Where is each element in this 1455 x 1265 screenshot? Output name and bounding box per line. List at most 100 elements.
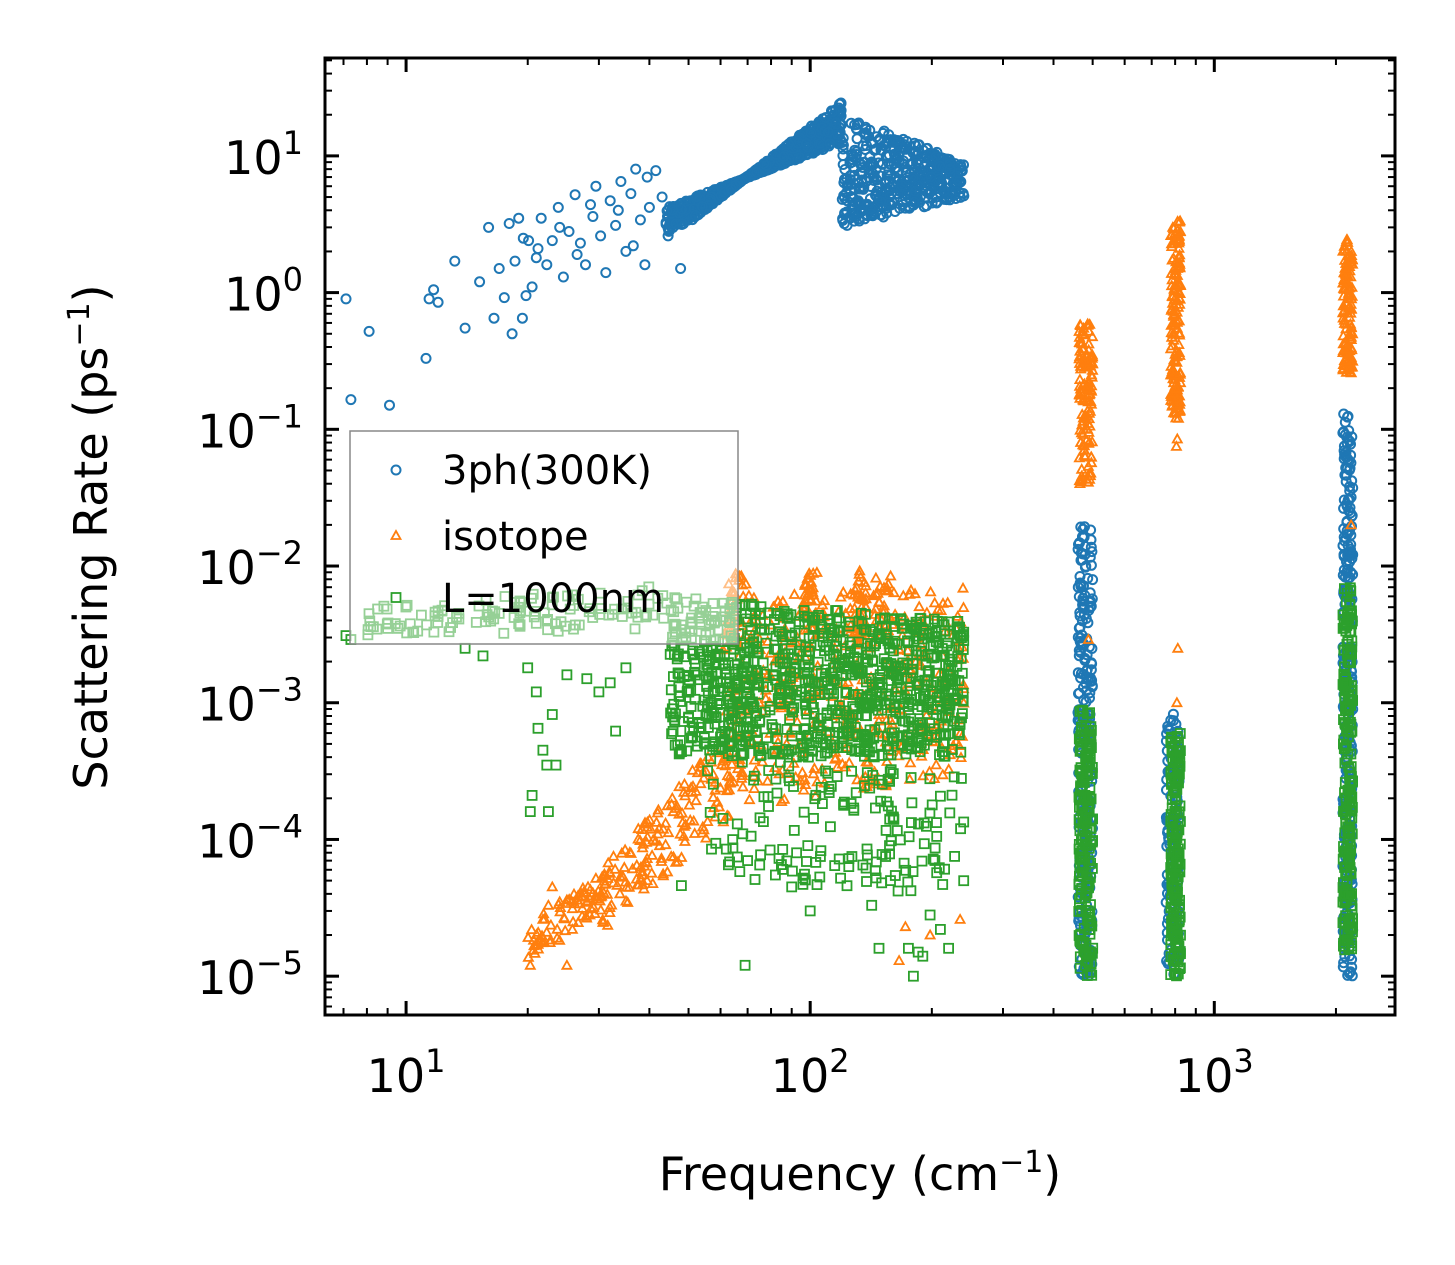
data-point: [957, 644, 969, 655]
data-point: [1172, 412, 1185, 423]
data-point: [1079, 835, 1091, 846]
data-point: [887, 733, 898, 745]
data-point: [432, 296, 444, 308]
data-point: [532, 937, 545, 949]
data-point: [1340, 740, 1352, 752]
data-point: [786, 881, 798, 893]
data-point: [814, 640, 826, 651]
data-point: [1075, 521, 1087, 533]
data-point: [837, 213, 849, 225]
data-point: [1171, 873, 1183, 885]
data-point: [666, 791, 679, 803]
data-point: [1174, 800, 1186, 812]
data-point: [674, 691, 685, 702]
data-point: [797, 750, 809, 762]
data-point: [890, 706, 902, 718]
data-point: [1075, 731, 1087, 742]
data-point: [1338, 271, 1352, 283]
data-point: [683, 674, 695, 686]
data-point: [930, 758, 943, 770]
data-point: [581, 880, 595, 892]
data-point: [769, 670, 780, 681]
data-point: [752, 672, 764, 684]
data-point: [1083, 350, 1097, 362]
data-point: [804, 905, 816, 917]
data-point: [831, 771, 843, 782]
data-point: [908, 196, 920, 208]
data-point: [506, 328, 518, 340]
data-point: [1171, 745, 1183, 756]
data-point: [428, 284, 440, 296]
data-point: [1079, 450, 1092, 462]
data-point: [655, 852, 668, 863]
data-point: [537, 907, 550, 919]
data-point: [935, 790, 946, 802]
data-point: [1074, 359, 1087, 371]
data-point: [1084, 791, 1096, 803]
data-point: [755, 607, 766, 619]
data-point: [1078, 602, 1090, 614]
data-point: [590, 180, 602, 192]
data-point: [860, 694, 872, 705]
data-point: [1082, 633, 1095, 644]
data-point: [1073, 344, 1087, 356]
data-point: [869, 571, 882, 583]
data-point: [736, 756, 748, 768]
data-point: [774, 656, 786, 668]
data-point: [931, 867, 943, 879]
data-point: [557, 271, 569, 283]
data-point: [649, 835, 662, 846]
data-point: [1076, 799, 1088, 811]
data-point: [853, 567, 866, 579]
data-point: [786, 744, 797, 756]
data-point: [870, 189, 882, 201]
data-point: [345, 394, 357, 406]
data-point: [814, 871, 826, 883]
data-point: [686, 785, 699, 797]
data-point: [607, 849, 620, 861]
data-point: [692, 740, 703, 752]
data-point: [530, 252, 542, 264]
data-point: [1342, 410, 1354, 422]
data-point: [1075, 337, 1088, 349]
data-point: [888, 621, 900, 632]
data-point: [546, 880, 559, 892]
data-point: [1345, 249, 1358, 261]
data-point: [581, 673, 593, 685]
data-point: [673, 748, 685, 760]
data-point: [1079, 561, 1091, 573]
data-point: [848, 651, 860, 663]
data-point: [748, 782, 761, 793]
data-point: [1341, 342, 1354, 354]
data-point: [841, 742, 853, 753]
data-point: [846, 765, 857, 777]
data-point: [931, 630, 943, 642]
data-point: [831, 636, 843, 647]
data-point: [944, 807, 956, 819]
data-point: [876, 877, 888, 889]
data-point: [645, 866, 658, 878]
data-point: [1174, 366, 1187, 378]
data-point: [516, 312, 528, 324]
data-point: [928, 613, 940, 625]
data-point: [925, 185, 937, 196]
data-point: [1078, 409, 1091, 421]
data-point: [571, 249, 583, 260]
data-point: [678, 820, 691, 831]
data-point: [669, 714, 680, 726]
data-point: [1344, 462, 1356, 474]
data-point: [423, 293, 435, 305]
data-point: [907, 157, 919, 169]
data-point: [1085, 456, 1098, 468]
data-point: [887, 668, 899, 680]
data-point: [756, 755, 769, 767]
data-point: [784, 631, 796, 643]
data-point: [656, 191, 668, 203]
data-point: [449, 255, 461, 267]
data-point: [800, 650, 812, 662]
data-point: [1339, 297, 1353, 309]
data-point: [810, 789, 822, 801]
data-point: [637, 837, 650, 849]
data-point: [748, 774, 759, 786]
data-point: [567, 915, 580, 927]
